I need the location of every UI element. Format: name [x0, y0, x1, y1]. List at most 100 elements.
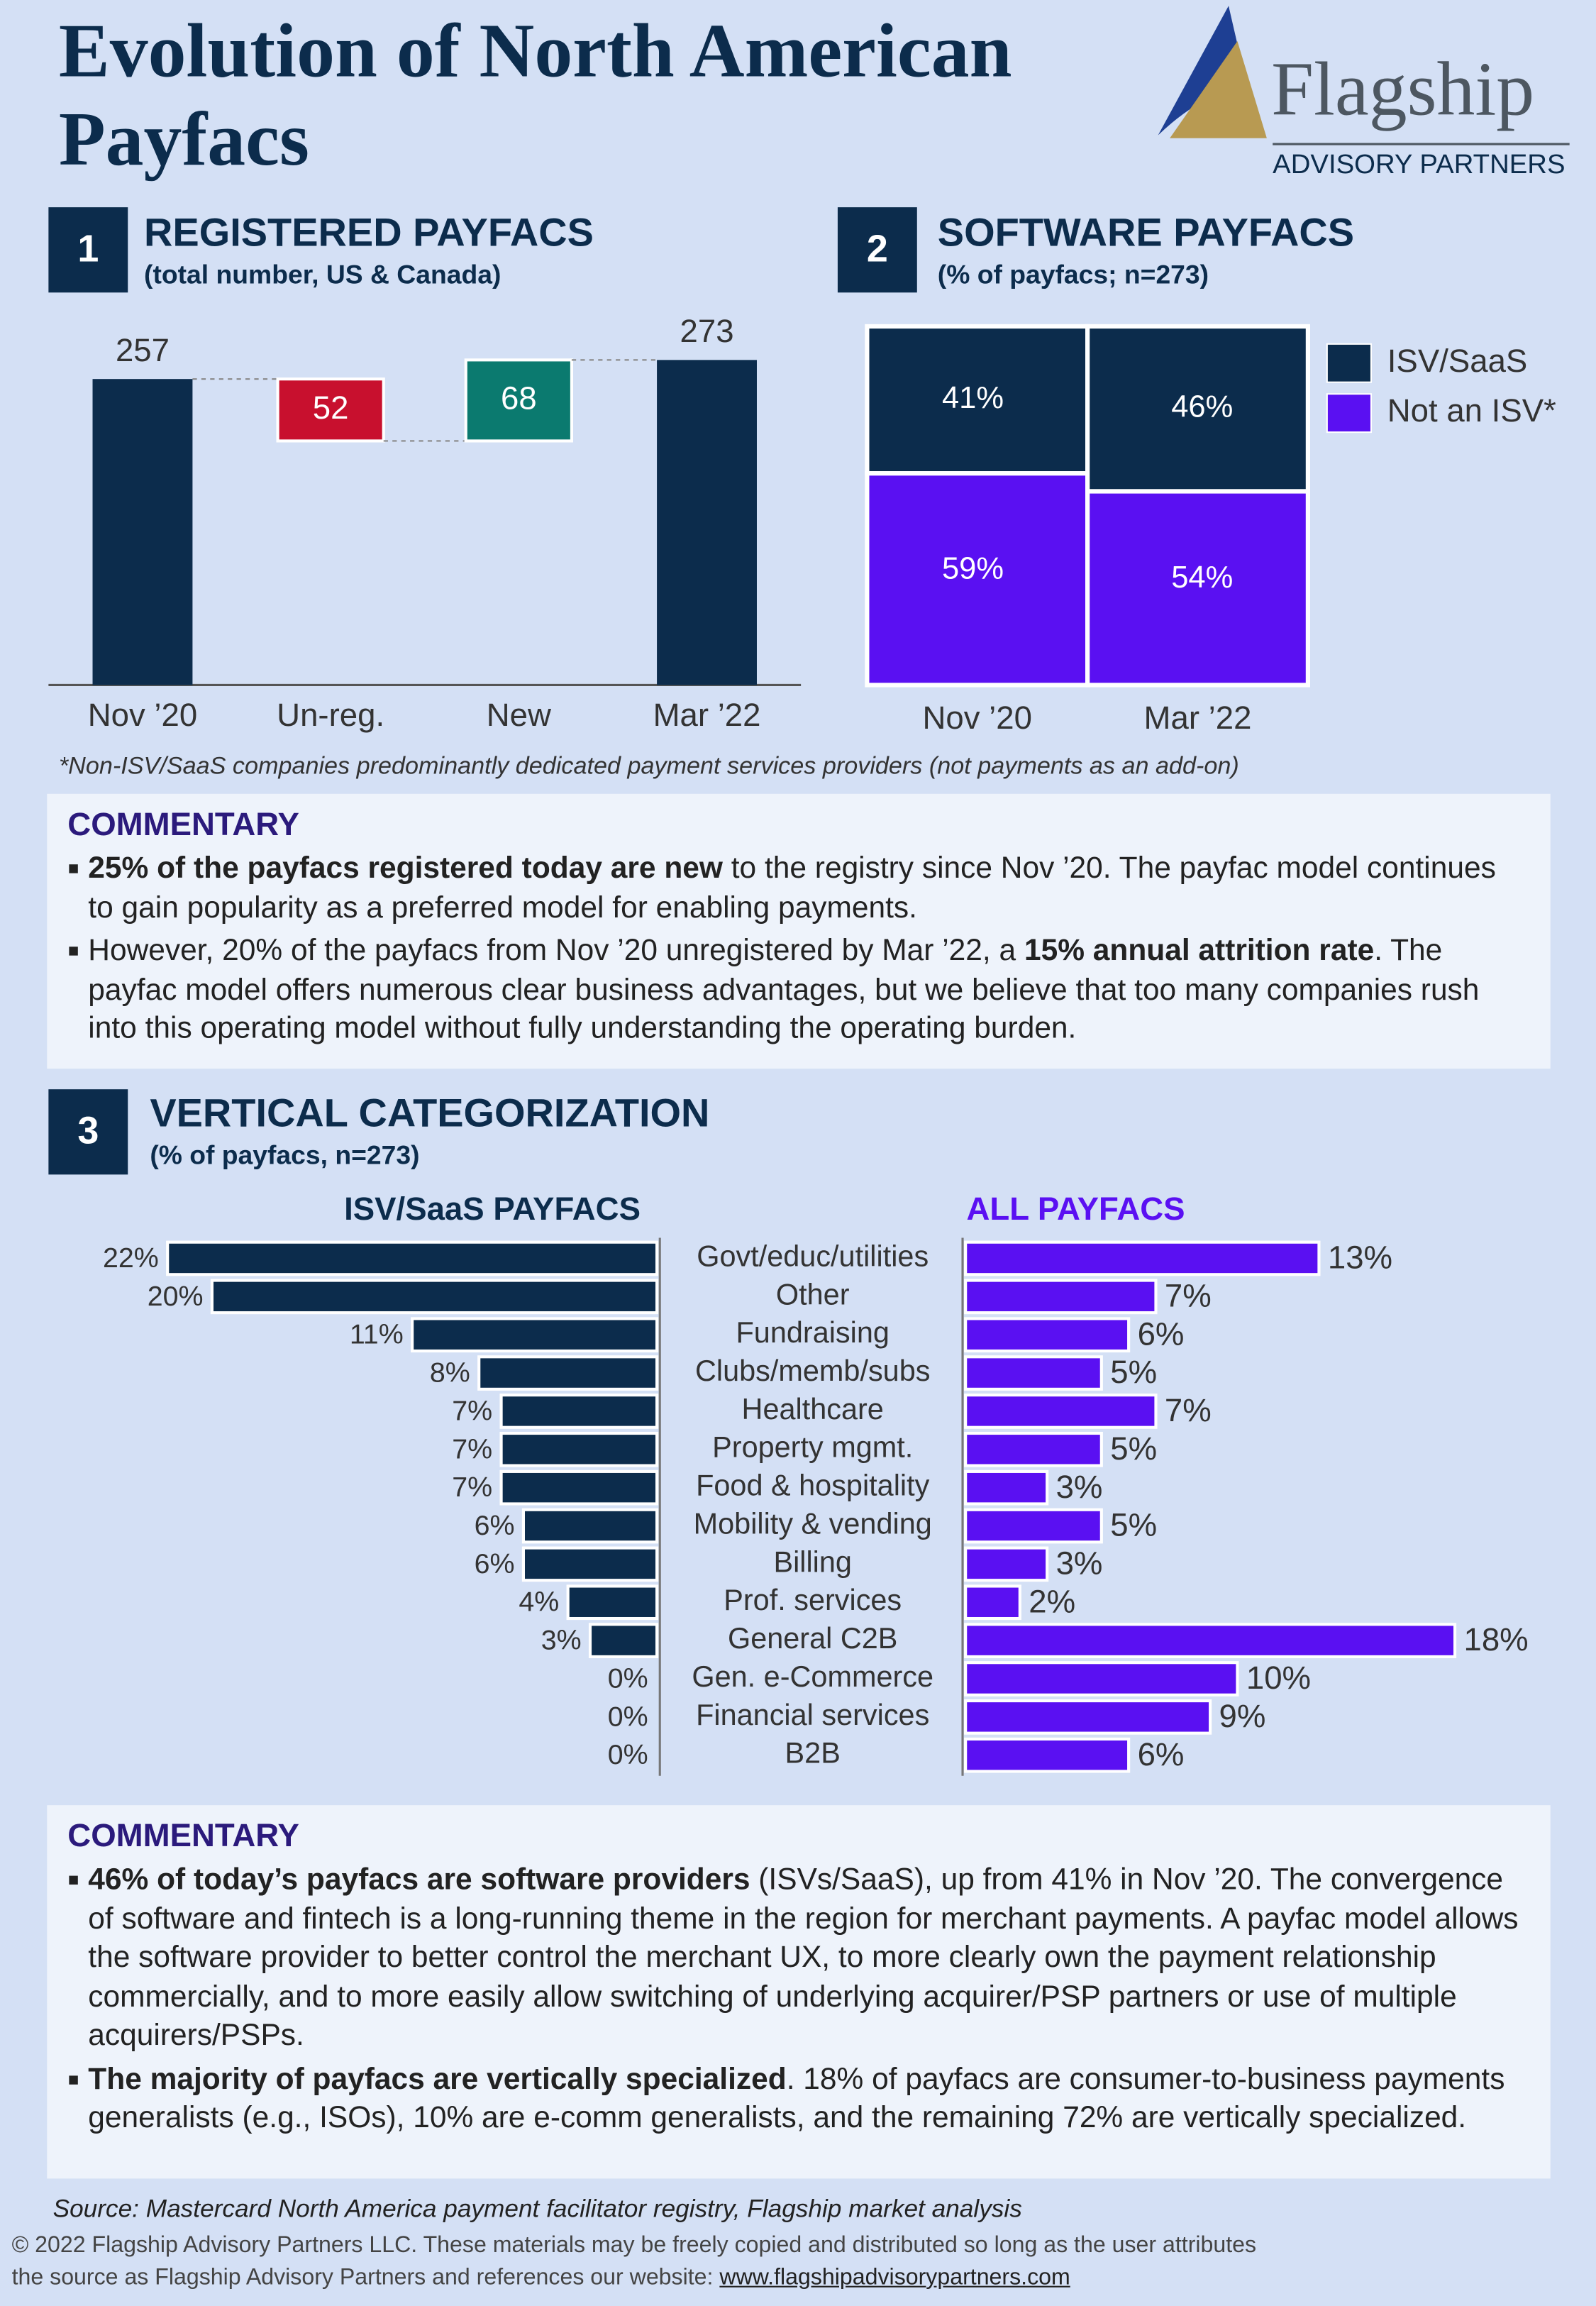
- x-tick-label: Mar ’22: [653, 697, 761, 733]
- value-label: 0%: [608, 1662, 648, 1694]
- value-label: 5%: [1110, 1430, 1157, 1467]
- bullet-text: 25% of the payfacs registered today are …: [88, 851, 723, 886]
- section-number-box: [48, 207, 128, 293]
- value-label: 7%: [452, 1472, 492, 1503]
- value-label: 6%: [1138, 1315, 1185, 1352]
- section-number: 2: [867, 228, 888, 270]
- bar: [210, 1279, 659, 1315]
- commentary-box: COMMENTARY 25% of the payfacs registered …: [47, 793, 1551, 1069]
- footer-text: © 2022 Flagship Advisory Partners LLC. T…: [11, 2233, 1257, 2290]
- bar: [964, 1546, 1049, 1582]
- value-label: 11%: [350, 1319, 404, 1350]
- bullet: 25% of the payfacs registered today are …: [67, 850, 1521, 928]
- value-label: 6%: [1138, 1736, 1185, 1772]
- value-label: 59%: [942, 551, 1004, 585]
- category-label: Mobility & vending: [694, 1506, 932, 1540]
- category-label: Property mgmt.: [712, 1430, 913, 1464]
- value-label: 5%: [1110, 1354, 1157, 1390]
- value-label: 0%: [608, 1701, 648, 1732]
- legend-swatch: [1326, 393, 1373, 434]
- bar: [521, 1508, 659, 1544]
- x-tick-label: Nov ’20: [922, 700, 1032, 736]
- category-label: B2B: [785, 1736, 841, 1770]
- bar: [964, 1394, 1158, 1429]
- page-title: Evolution of North American Payfacs: [58, 10, 1012, 182]
- category-label: Healthcare: [742, 1392, 884, 1425]
- bar: [964, 1355, 1103, 1391]
- value-label: 2%: [1029, 1583, 1075, 1619]
- bar: [499, 1431, 659, 1467]
- value-label: 10%: [1246, 1660, 1311, 1696]
- category-label: Govt/educ/utilities: [697, 1239, 929, 1272]
- value-label: 5%: [1110, 1507, 1157, 1543]
- value-label: 273: [680, 313, 734, 349]
- bar: [566, 1584, 659, 1621]
- value-label: 0%: [608, 1739, 648, 1770]
- commentary-title: COMMENTARY: [67, 1816, 299, 1854]
- value-label: 3%: [541, 1625, 582, 1656]
- value-label: 68: [501, 380, 537, 416]
- value-label: 22%: [103, 1242, 159, 1274]
- value-label: 7%: [1165, 1392, 1212, 1428]
- bar: [588, 1623, 659, 1658]
- bar: [964, 1469, 1049, 1506]
- bar: [964, 1240, 1321, 1276]
- bullet-text: . The payfac model offers numerous clear…: [88, 933, 1480, 1046]
- bar: [499, 1469, 659, 1506]
- bullet-text: However, 20% of the payfacs from Nov ’20…: [88, 933, 1024, 968]
- logo-tagline: ADVISORY PARTNERS: [1273, 149, 1565, 180]
- section-number-box: [837, 207, 917, 293]
- bar: [964, 1431, 1103, 1467]
- value-label: 18%: [1464, 1621, 1529, 1657]
- bar: [964, 1699, 1212, 1735]
- bar: [92, 379, 193, 685]
- series-header: ISV/SaaS PAYFACS: [344, 1191, 641, 1227]
- bar: [657, 360, 757, 685]
- x-tick-label: New: [487, 697, 552, 733]
- logo-sail-gold: [1170, 41, 1267, 138]
- source: Source: Mastercard North America payment…: [52, 2195, 1022, 2223]
- category-label: Other: [776, 1277, 850, 1311]
- value-label: 4%: [519, 1587, 559, 1618]
- bar: [964, 1737, 1131, 1773]
- bar-segment: [1085, 324, 1311, 494]
- section-subtitle: (% of payfacs, n=273): [150, 1140, 419, 1169]
- bar: [964, 1661, 1239, 1697]
- value-label: 20%: [148, 1281, 204, 1312]
- bar: [477, 1355, 659, 1391]
- bar: [964, 1623, 1457, 1658]
- bar: [276, 377, 385, 443]
- section-number: 1: [77, 228, 99, 270]
- value-label: 9%: [1219, 1698, 1266, 1734]
- value-label: 54%: [1171, 561, 1233, 595]
- category-label: Fundraising: [736, 1315, 889, 1349]
- legend-swatch: [1326, 343, 1373, 383]
- x-tick-label: Un-reg.: [277, 697, 384, 733]
- category-label: Clubs/memb/subs: [695, 1354, 931, 1387]
- section-number: 3: [77, 1110, 99, 1152]
- section-subtitle: (% of payfacs; n=273): [938, 259, 1209, 289]
- category-label: General C2B: [728, 1621, 897, 1655]
- section-title: SOFTWARE PAYFACS: [938, 209, 1354, 254]
- series-header: ALL PAYFACS: [967, 1191, 1185, 1227]
- value-label: 46%: [1171, 390, 1233, 424]
- legend-label: ISV/SaaS: [1387, 343, 1528, 379]
- category-label: Prof. services: [724, 1583, 902, 1616]
- section-title: REGISTERED PAYFACS: [144, 209, 594, 254]
- bullet-text: 46% of today’s payfacs are software prov…: [88, 1862, 750, 1897]
- legend-label: Not an ISV*: [1387, 392, 1556, 429]
- category-label: Food & hospitality: [696, 1469, 930, 1502]
- value-label: 7%: [452, 1433, 492, 1464]
- section-number-box: [48, 1089, 128, 1175]
- bullet: 46% of today’s payfacs are software prov…: [67, 1861, 1521, 2056]
- bar: [964, 1279, 1158, 1315]
- bullet-list: 46% of today’s payfacs are software prov…: [67, 1861, 1521, 2139]
- bullet: However, 20% of the payfacs from Nov ’20…: [67, 932, 1521, 1049]
- section-subtitle: (total number, US & Canada): [144, 259, 501, 289]
- footer-link[interactable]: www.flagshipadvisorypartners.com: [719, 2265, 1070, 2290]
- category-label: Billing: [773, 1545, 852, 1578]
- value-label: 7%: [1165, 1277, 1212, 1313]
- value-label: 13%: [1328, 1240, 1392, 1276]
